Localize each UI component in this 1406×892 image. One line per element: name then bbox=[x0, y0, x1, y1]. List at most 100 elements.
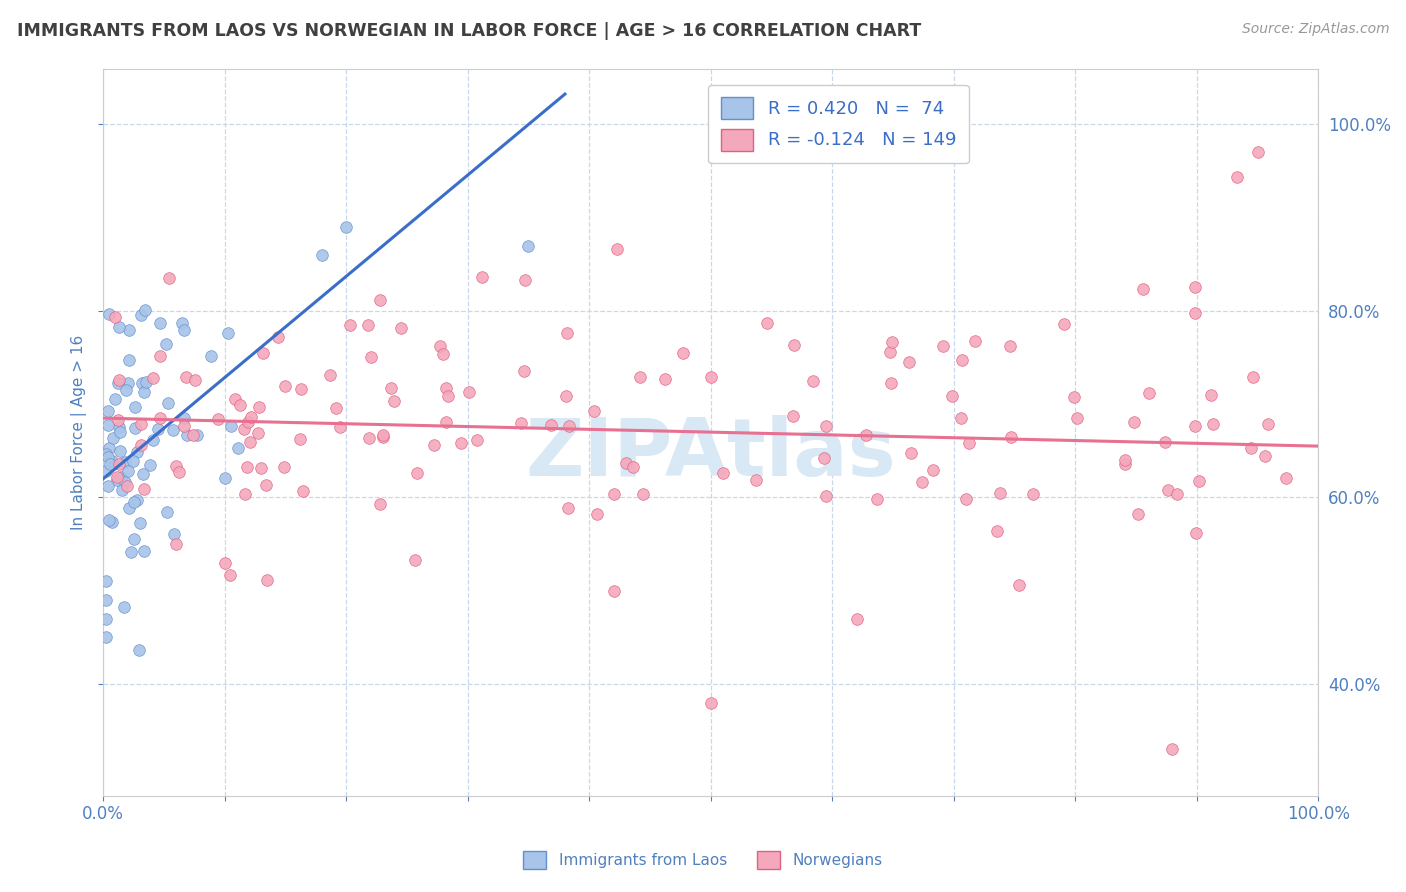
Point bbox=[131, 376, 153, 390]
Point bbox=[217, 326, 239, 340]
Point bbox=[117, 376, 139, 390]
Point bbox=[745, 473, 768, 487]
Point bbox=[1137, 386, 1160, 401]
Point bbox=[450, 435, 472, 450]
Point bbox=[134, 302, 156, 317]
Point bbox=[120, 545, 142, 559]
Point bbox=[112, 600, 135, 615]
Point bbox=[173, 411, 195, 425]
Point bbox=[700, 696, 723, 710]
Point bbox=[94, 630, 117, 644]
Point bbox=[783, 338, 806, 352]
Point bbox=[360, 350, 382, 364]
Point bbox=[380, 382, 402, 396]
Point bbox=[125, 492, 148, 507]
Point bbox=[557, 501, 579, 516]
Point bbox=[555, 389, 578, 403]
Point bbox=[173, 323, 195, 337]
Point bbox=[114, 475, 136, 490]
Point bbox=[1123, 416, 1146, 430]
Point bbox=[1000, 430, 1022, 444]
Point bbox=[813, 450, 835, 465]
Point bbox=[273, 459, 295, 474]
Point bbox=[118, 323, 141, 337]
Point bbox=[128, 516, 150, 530]
Point bbox=[654, 372, 676, 386]
Point bbox=[157, 271, 180, 285]
Point bbox=[1275, 471, 1298, 485]
Point bbox=[156, 396, 179, 410]
Text: ZIPAtlas: ZIPAtlas bbox=[526, 415, 896, 493]
Point bbox=[1246, 145, 1268, 160]
Legend: R = 0.420   N =  74, R = -0.124   N = 149: R = 0.420 N = 74, R = -0.124 N = 149 bbox=[709, 85, 969, 163]
Point bbox=[950, 411, 973, 425]
Point bbox=[1184, 280, 1206, 294]
Point bbox=[218, 568, 240, 582]
Point bbox=[986, 524, 1008, 538]
Point bbox=[149, 316, 172, 330]
Point bbox=[115, 479, 138, 493]
Point bbox=[606, 242, 628, 256]
Point bbox=[94, 447, 117, 461]
Point bbox=[118, 353, 141, 368]
Point bbox=[1226, 170, 1249, 185]
Point bbox=[845, 612, 868, 626]
Point bbox=[865, 491, 887, 506]
Point bbox=[233, 422, 256, 436]
Point bbox=[129, 308, 152, 322]
Point bbox=[335, 220, 357, 235]
Point bbox=[1053, 317, 1076, 331]
Point bbox=[174, 370, 197, 384]
Point bbox=[882, 335, 904, 350]
Point bbox=[672, 346, 695, 360]
Point bbox=[107, 412, 129, 426]
Point bbox=[107, 376, 129, 390]
Point bbox=[814, 419, 837, 434]
Point bbox=[621, 460, 644, 475]
Point bbox=[94, 464, 117, 478]
Point bbox=[239, 434, 262, 449]
Point bbox=[142, 371, 165, 385]
Point bbox=[110, 470, 132, 484]
Text: IMMIGRANTS FROM LAOS VS NORWEGIAN IN LABOR FORCE | AGE > 16 CORRELATION CHART: IMMIGRANTS FROM LAOS VS NORWEGIAN IN LAB… bbox=[17, 22, 921, 40]
Point bbox=[1240, 442, 1263, 456]
Point bbox=[404, 553, 426, 567]
Point bbox=[115, 383, 138, 397]
Point bbox=[1202, 417, 1225, 432]
Point bbox=[517, 238, 540, 252]
Point bbox=[254, 478, 277, 492]
Point bbox=[124, 421, 146, 435]
Point bbox=[432, 347, 454, 361]
Point bbox=[186, 428, 208, 442]
Point bbox=[458, 384, 481, 399]
Point bbox=[1166, 486, 1188, 500]
Point bbox=[214, 471, 236, 485]
Point bbox=[814, 489, 837, 503]
Point bbox=[107, 420, 129, 434]
Y-axis label: In Labor Force | Age > 16: In Labor Force | Age > 16 bbox=[72, 334, 87, 530]
Point bbox=[801, 374, 824, 388]
Point bbox=[94, 612, 117, 626]
Point bbox=[97, 450, 120, 464]
Point bbox=[1241, 369, 1264, 384]
Point bbox=[132, 483, 155, 497]
Point bbox=[207, 412, 229, 426]
Point bbox=[267, 329, 290, 343]
Point bbox=[233, 486, 256, 500]
Point bbox=[382, 393, 405, 408]
Point bbox=[247, 425, 270, 440]
Point bbox=[631, 486, 654, 500]
Point bbox=[513, 273, 536, 287]
Legend: Immigrants from Laos, Norwegians: Immigrants from Laos, Norwegians bbox=[517, 845, 889, 875]
Point bbox=[117, 464, 139, 478]
Point bbox=[149, 411, 172, 425]
Point bbox=[108, 457, 131, 471]
Point bbox=[122, 495, 145, 509]
Point bbox=[373, 428, 395, 442]
Point bbox=[184, 373, 207, 387]
Point bbox=[357, 318, 380, 333]
Point bbox=[436, 381, 458, 395]
Point bbox=[602, 487, 624, 501]
Point bbox=[911, 475, 934, 489]
Point bbox=[252, 345, 274, 359]
